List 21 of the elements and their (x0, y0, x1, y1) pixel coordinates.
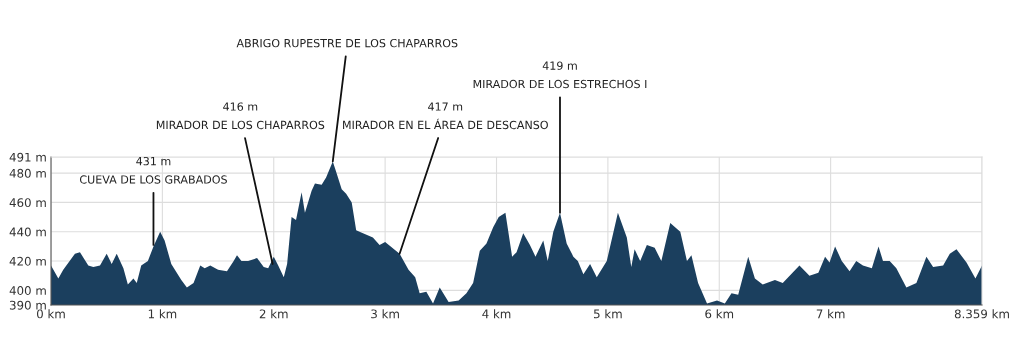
y-tick-label: 390 m (9, 300, 46, 310)
x-tick-label: 1 km (148, 309, 177, 319)
annotation: 419 m MIRADOR DE LOS ESTRECHOS I (473, 61, 647, 89)
x-tick-label: 5 km (594, 309, 622, 319)
x-tick-label: 8.359 km (954, 309, 1009, 319)
y-tick-label: 460 m (9, 198, 46, 208)
y-tick-label: 491 m (9, 152, 46, 162)
y-tick-label: 420 m (9, 256, 46, 266)
x-tick-label: 6 km (705, 309, 734, 319)
annotation: 416 m MIRADOR DE LOS CHAPARROS (156, 102, 325, 130)
y-tick-label: 480 m (9, 168, 46, 178)
y-tick-label: 400 m (9, 286, 46, 295)
x-tick-label: 7 km (816, 309, 845, 319)
x-tick-label: 2 km (259, 309, 288, 319)
y-tick-label: 440 m (9, 227, 46, 237)
annotation: 417 m MIRADOR EN EL ÁREA DE DESCANSO (343, 102, 548, 130)
x-tick-label: 3 km (371, 309, 399, 319)
annotation: 431 m CUEVA DE LOS GRABADOS (79, 156, 227, 184)
x-tick-label: 0 km (36, 309, 65, 319)
annotation: ABRIGO RUPESTRE DE LOS CHAPARROS (236, 38, 458, 48)
x-tick-label: 4 km (482, 309, 511, 319)
